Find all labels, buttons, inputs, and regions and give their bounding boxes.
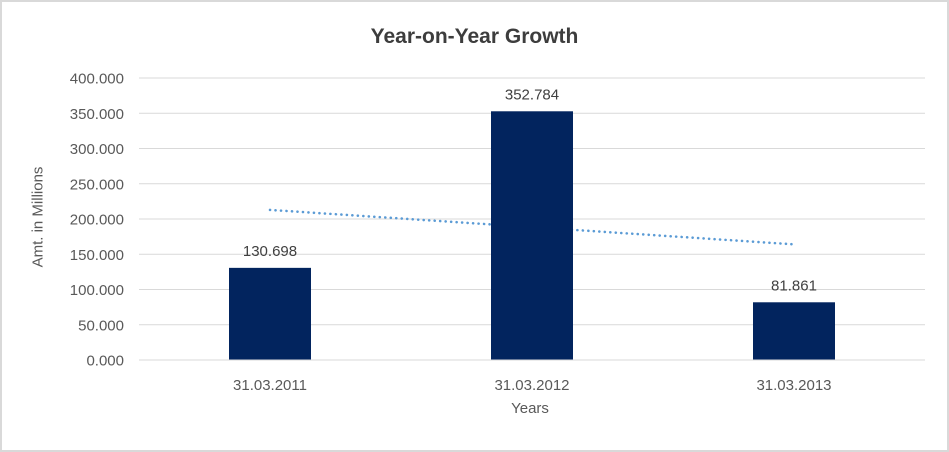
data-label: 81.861	[771, 277, 817, 294]
x-axis-title: Years	[511, 400, 549, 417]
chart-title: Year-on-Year Growth	[370, 25, 579, 48]
x-category-label: 31.03.2013	[756, 377, 831, 394]
data-label: 352.784	[505, 86, 559, 103]
y-tick-label: 100.000	[70, 282, 124, 299]
y-tick-label: 50.000	[78, 317, 124, 334]
bar	[229, 267, 311, 360]
x-category-label: 31.03.2011	[233, 377, 307, 394]
y-tick-label: 200.000	[70, 212, 124, 229]
y-tick-label: 350.000	[70, 106, 124, 123]
y-tick-label: 250.000	[70, 176, 124, 193]
y-tick-label: 0.000	[86, 353, 124, 370]
y-tick-label: 400.000	[70, 71, 124, 88]
trendline	[268, 208, 796, 246]
y-tick-label: 150.000	[70, 247, 124, 264]
bar	[753, 302, 835, 360]
x-category-label: 31.03.2012	[494, 377, 569, 394]
y-tick-label: 300.000	[70, 141, 124, 158]
bar	[491, 111, 573, 360]
data-label: 130.698	[243, 243, 297, 260]
